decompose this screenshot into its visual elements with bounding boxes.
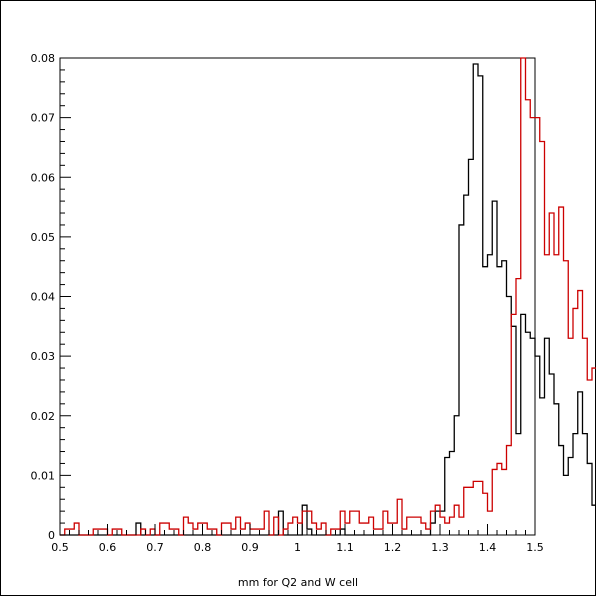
plot-frame [59, 57, 536, 536]
x-tick-label: 0.9 [241, 541, 259, 554]
plot-area [59, 57, 596, 536]
x-tick-label: 0.8 [194, 541, 212, 554]
x-tick-label: 1.1 [336, 541, 354, 554]
x-tick-label: 1.3 [431, 541, 449, 554]
y-tick-label: 0.01 [31, 469, 56, 482]
y-tick-label: 0.07 [31, 112, 56, 125]
x-tick-label: 0.7 [146, 541, 164, 554]
y-tick-label: 0.02 [31, 410, 56, 423]
x-tick-label: 1.2 [384, 541, 402, 554]
y-axis: 0 0.01 0.02 0.03 0.04 0.05 0.06 0.07 0.08 [31, 52, 71, 542]
x-axis-label: mm for Q2 and W cell [238, 576, 358, 589]
x-tick-label: 0.6 [99, 541, 117, 554]
y-tick-label: 0 [48, 529, 55, 542]
x-tick-label: 1.5 [526, 541, 544, 554]
x-tick-label: 0.5 [51, 541, 69, 554]
histogram-series-red [60, 57, 596, 536]
y-tick-label: 0.03 [31, 350, 56, 363]
y-tick-label: 0.05 [31, 231, 56, 244]
x-tick-label: 1.4 [479, 541, 497, 554]
y-tick-label: 0.06 [31, 171, 56, 184]
y-tick-label: 0.04 [31, 291, 56, 304]
x-axis: 0.5 0.6 0.7 0.8 0.9 1 1.1 1.2 1.3 1.4 1.5 [51, 524, 544, 554]
x-tick-label: 1 [294, 541, 301, 554]
y-tick-label: 0.08 [31, 52, 56, 65]
